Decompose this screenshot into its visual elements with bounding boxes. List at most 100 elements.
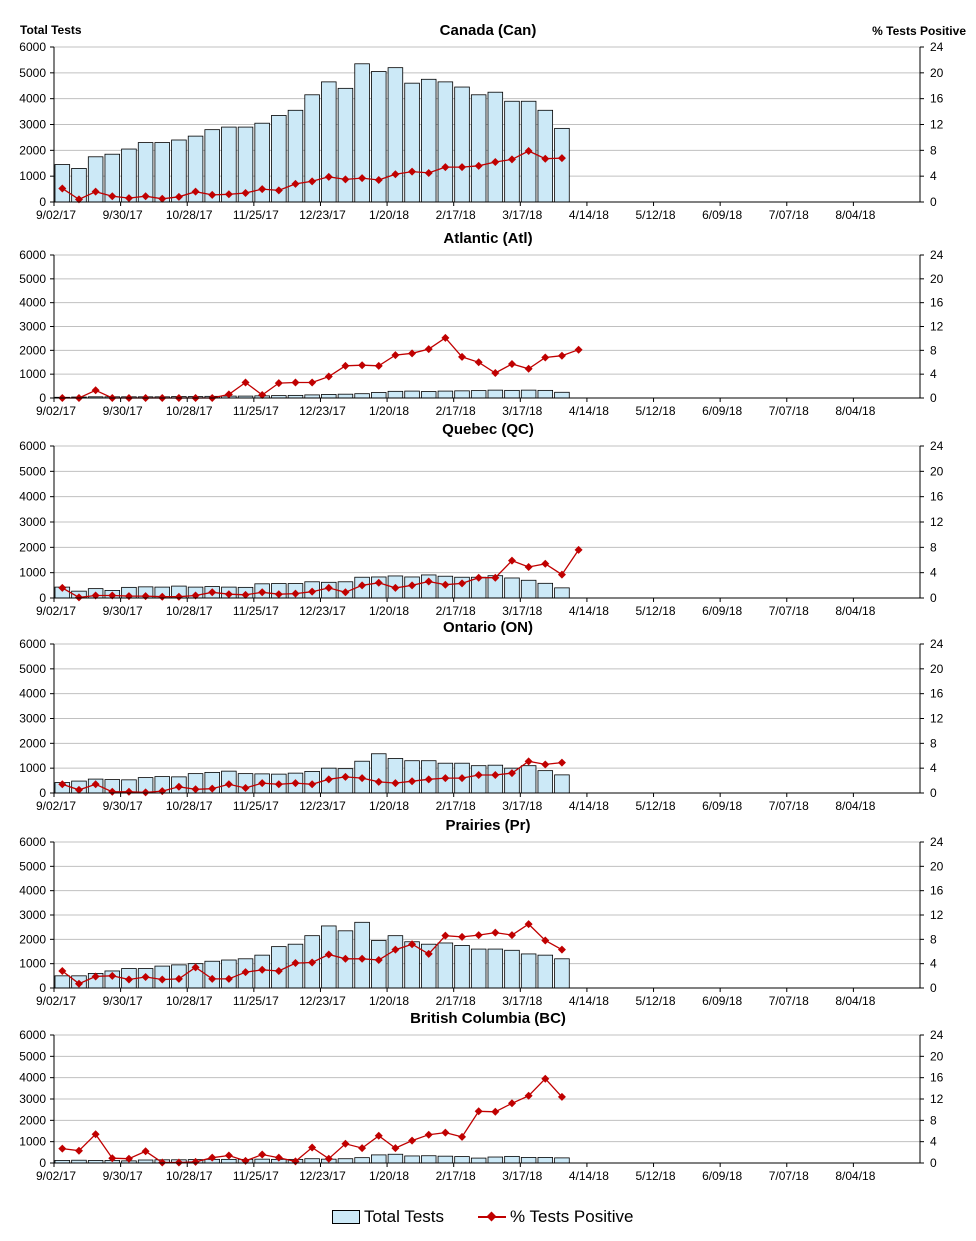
data-point (524, 562, 533, 571)
bar (520, 389, 537, 399)
x-tick-label: 4/14/18 (569, 799, 609, 813)
bar (337, 87, 354, 203)
data-point (491, 573, 500, 582)
x-tick-label: 9/30/17 (103, 994, 143, 1008)
data-point (74, 979, 83, 988)
data-point (308, 587, 317, 596)
data-point (191, 963, 200, 972)
data-point (574, 345, 583, 354)
data-point (541, 353, 550, 362)
bar (387, 935, 404, 989)
x-tick-label: 12/23/17 (299, 1169, 346, 1183)
x-tick-label: 6/09/18 (702, 1169, 742, 1183)
y2-tick-label: 12 (930, 1092, 944, 1106)
y2-tick-label: 20 (930, 464, 944, 478)
y-tick-label: 1000 (19, 1135, 46, 1149)
data-point (91, 1130, 100, 1139)
data-point (458, 579, 467, 588)
y-tick-label: 0 (39, 591, 46, 605)
data-point (374, 361, 383, 370)
bar (437, 942, 454, 989)
x-tick-label: 10/28/17 (166, 799, 213, 813)
legend-bar-swatch (332, 1210, 360, 1224)
data-point (124, 194, 133, 203)
y-tick-label: 6000 (19, 248, 46, 262)
data-point (174, 592, 183, 601)
x-tick-label: 9/02/17 (36, 799, 76, 813)
y2-tick-label: 12 (930, 908, 944, 922)
data-point (241, 784, 250, 793)
bar (404, 390, 420, 399)
data-point (158, 592, 167, 601)
x-tick-label: 10/28/17 (166, 994, 213, 1008)
data-point (374, 956, 383, 965)
data-point (191, 785, 200, 794)
x-tick-label: 3/17/18 (502, 994, 542, 1008)
data-point (491, 157, 500, 166)
bar (537, 582, 554, 599)
series-line (62, 336, 579, 399)
y-tick-label: 3000 (19, 712, 46, 726)
y2-tick-label: 20 (930, 662, 944, 676)
y-tick-label: 6000 (19, 1028, 46, 1042)
x-tick-label: 6/09/18 (702, 994, 742, 1008)
bar (537, 770, 554, 794)
legend-line-swatch (478, 1210, 506, 1224)
x-tick-label: 7/07/18 (769, 799, 809, 813)
left-axis-title: Total Tests (20, 23, 82, 37)
y2-tick-label: 12 (930, 712, 944, 726)
x-tick-label: 9/02/17 (36, 604, 76, 618)
data-point (158, 1158, 167, 1167)
data-point (258, 779, 267, 788)
y-tick-label: 3000 (19, 118, 46, 132)
y2-tick-label: 16 (930, 490, 944, 504)
data-point (291, 779, 300, 788)
y2-tick-label: 20 (930, 859, 944, 873)
bar (221, 1158, 237, 1164)
data-point (74, 593, 83, 602)
data-point (58, 966, 67, 975)
y-tick-label: 0 (39, 391, 46, 405)
x-tick-label: 1/20/18 (369, 604, 409, 618)
x-tick-label: 9/02/17 (36, 208, 76, 222)
data-point (291, 959, 300, 968)
data-point (474, 931, 483, 940)
y-tick-label: 0 (39, 195, 46, 209)
bar (537, 389, 554, 399)
data-point (258, 391, 267, 400)
bar (387, 390, 404, 399)
x-tick-label: 8/04/18 (835, 208, 875, 222)
data-point (557, 570, 566, 579)
bar (371, 940, 387, 989)
y2-tick-label: 12 (930, 320, 944, 334)
y2-tick-label: 0 (930, 591, 937, 605)
data-point (424, 345, 433, 354)
y-tick-label: 4000 (19, 687, 46, 701)
y2-tick-label: 8 (930, 1113, 937, 1127)
y2-tick-label: 12 (930, 118, 944, 132)
bar (504, 389, 520, 399)
y-tick-label: 2000 (19, 143, 46, 157)
data-point (391, 351, 400, 360)
data-point (557, 1092, 566, 1101)
data-point (174, 974, 183, 983)
data-point (491, 928, 500, 937)
bar (54, 164, 71, 203)
y2-tick-label: 16 (930, 296, 944, 310)
bar (221, 959, 237, 989)
x-tick-label: 9/02/17 (36, 1169, 76, 1183)
data-point (191, 187, 200, 196)
data-point (524, 146, 533, 155)
y2-tick-label: 0 (930, 391, 937, 405)
y2-tick-label: 24 (930, 40, 944, 54)
data-point (557, 351, 566, 360)
x-tick-label: 6/09/18 (702, 799, 742, 813)
bar (371, 753, 387, 794)
y-tick-label: 4000 (19, 884, 46, 898)
bar (321, 81, 337, 203)
x-tick-label: 2/17/18 (436, 604, 476, 618)
data-point (258, 965, 267, 974)
data-point (391, 170, 400, 179)
data-point (174, 1158, 183, 1167)
x-tick-label: 12/23/17 (299, 994, 346, 1008)
